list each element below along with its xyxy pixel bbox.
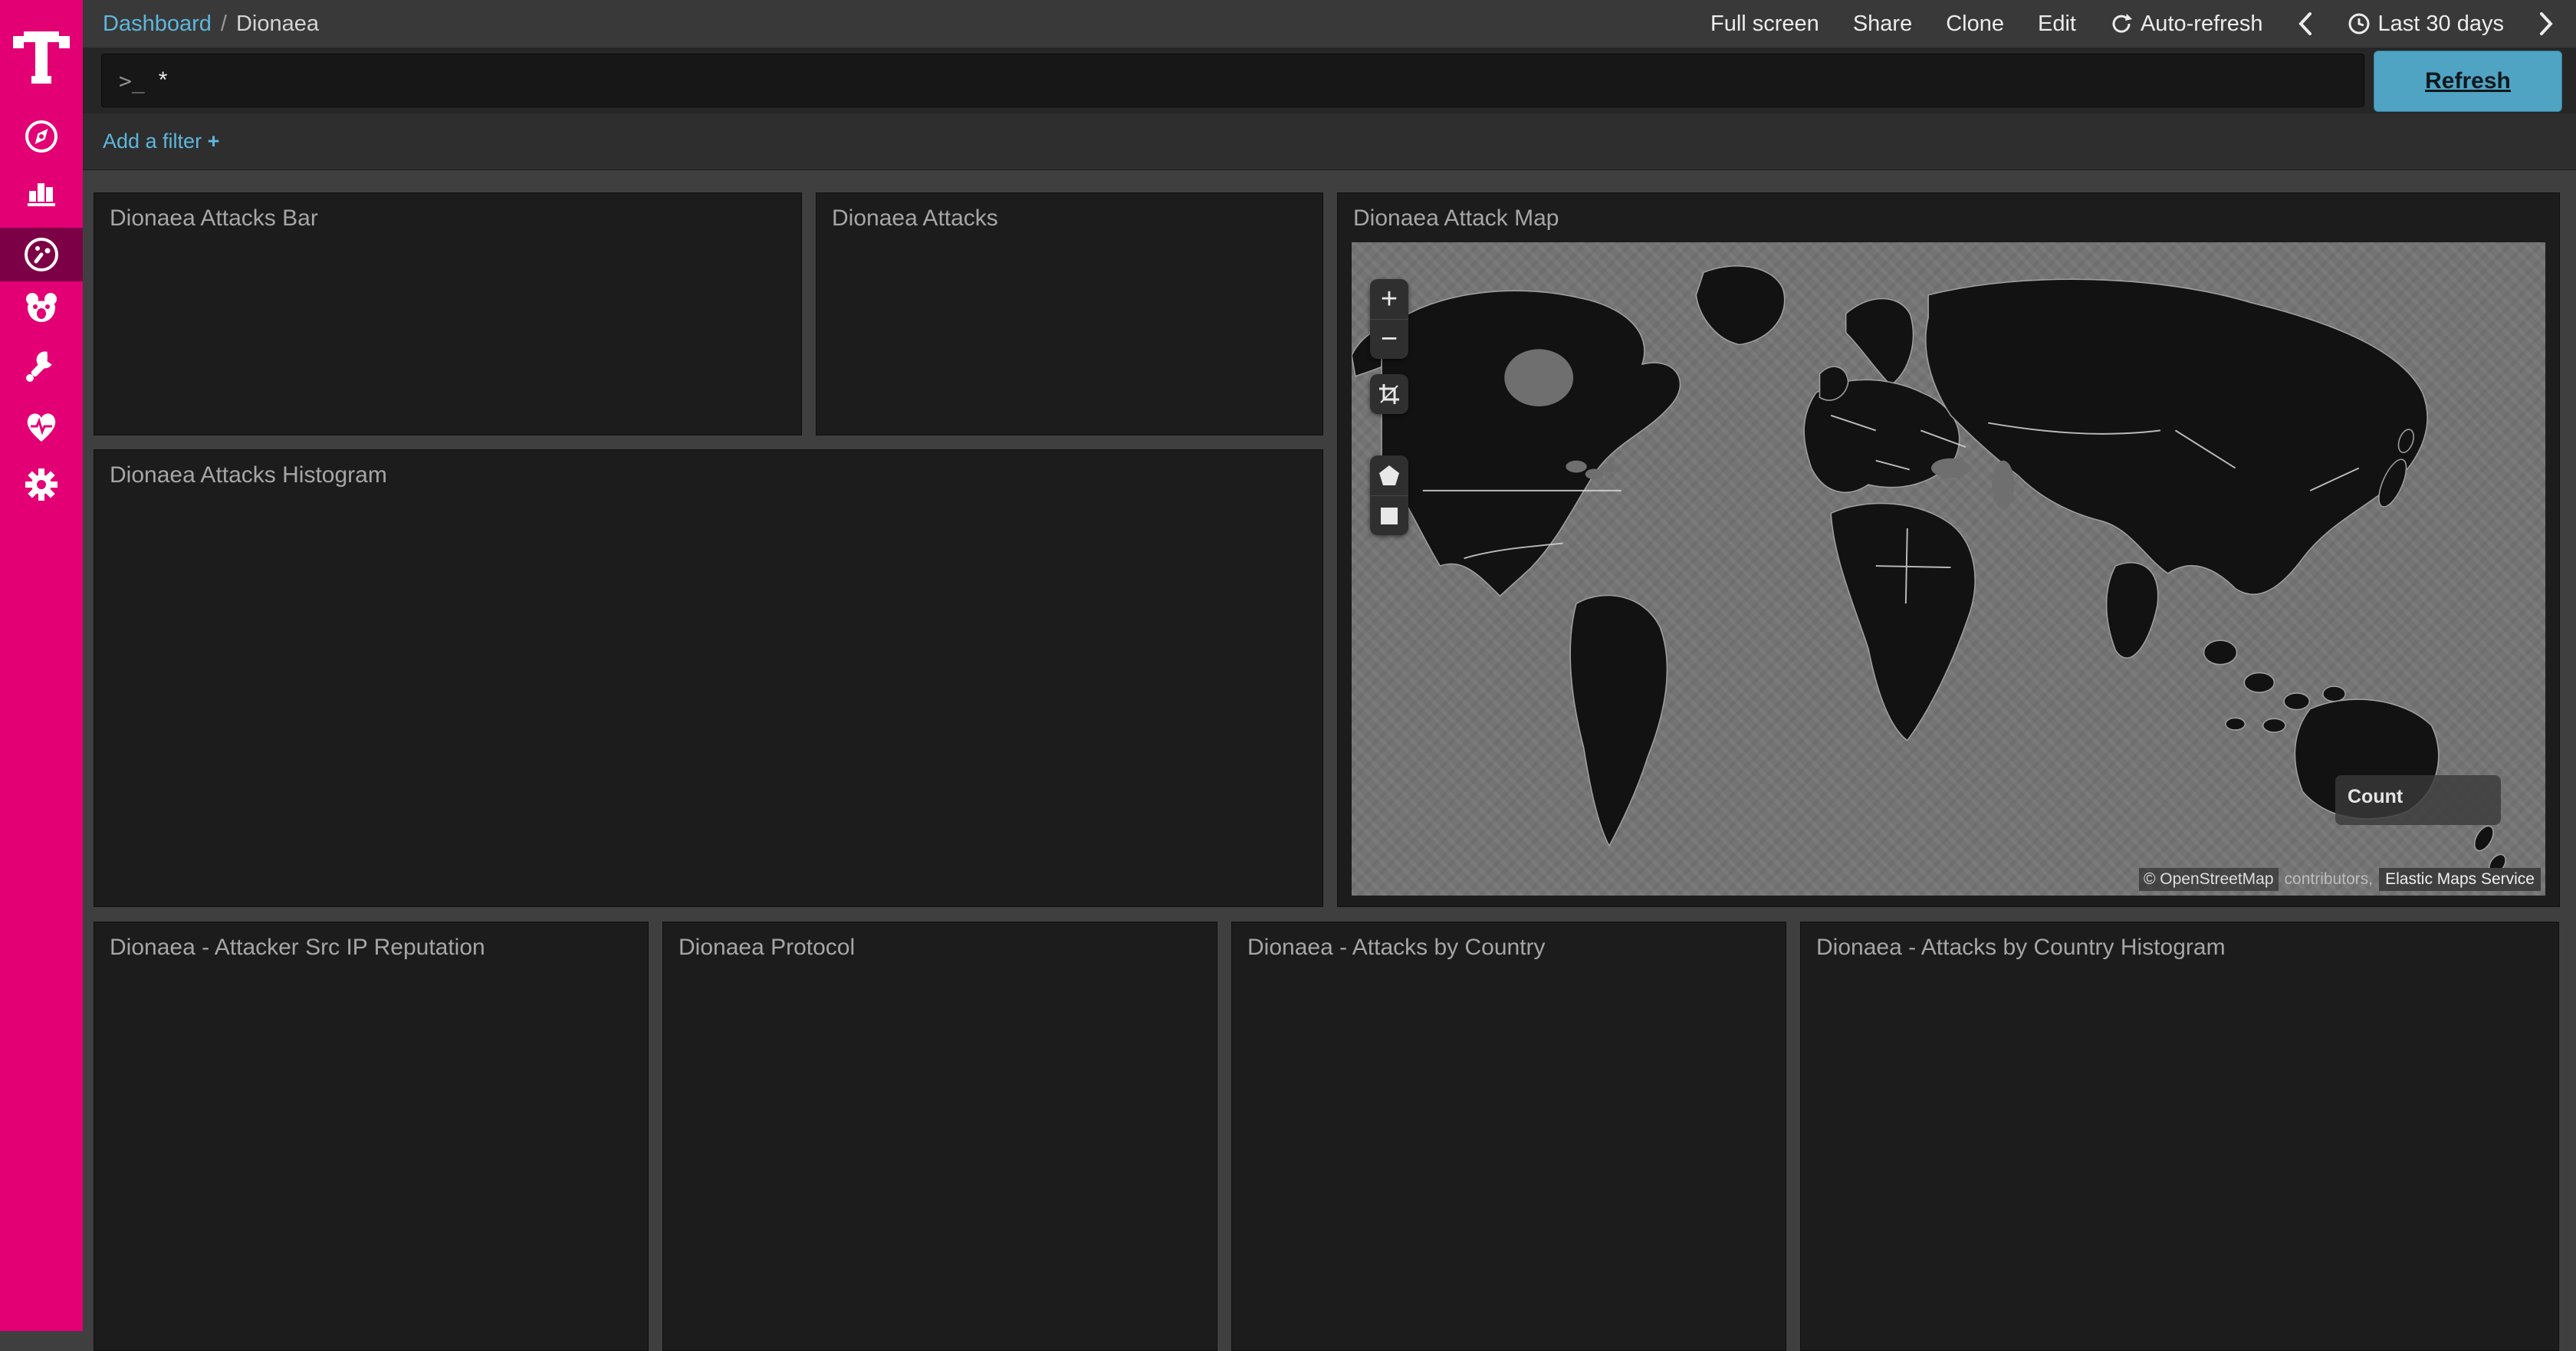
filter-bar: Add a filter +: [83, 113, 2576, 170]
sidebar-item-discover[interactable]: [0, 110, 83, 163]
sidebar-item-visualize[interactable]: [0, 164, 83, 218]
navbar-actions: Full screen Share Clone Edit Auto-refres…: [1710, 12, 2576, 37]
share-button[interactable]: Share: [1853, 12, 1912, 37]
map-attribution: © OpenStreetMap contributors, Elastic Ma…: [2139, 868, 2541, 891]
breadcrumb-separator: /: [212, 12, 236, 36]
panel-title: Dionaea - Attacks by Country: [1247, 935, 1770, 961]
panel-title: Dionaea Attacks: [832, 205, 1307, 232]
rectangle-tool-icon[interactable]: [1370, 495, 1408, 535]
panel-attacks-metric: Dionaea Attacks: [816, 192, 1323, 436]
map-count-legend: Count: [2335, 775, 2501, 825]
refresh-button[interactable]: Refresh: [2374, 51, 2562, 112]
query-input-container[interactable]: >_: [101, 54, 2364, 107]
sidebar-item-monitoring[interactable]: [0, 400, 83, 454]
full-screen-button[interactable]: Full screen: [1710, 12, 1819, 37]
time-back-button[interactable]: [2297, 12, 2314, 36]
breadcrumb: Dashboard/Dionaea: [103, 12, 319, 37]
elastic-maps-attribution[interactable]: Elastic Maps Service: [2379, 868, 2541, 891]
query-prompt-icon: >_: [102, 68, 159, 94]
panel-attacks-histogram: Dionaea Attacks Histogram: [94, 449, 1323, 907]
query-bar: >_ Options: [83, 48, 2576, 113]
panel-title: Dionaea - Attacks by Country Histogram: [1816, 935, 2543, 961]
map-zoom-controls: + −: [1370, 279, 1408, 359]
chevron-right-icon: [2538, 12, 2555, 36]
sidebar: [0, 0, 83, 1331]
count-legend-title: Count: [2348, 786, 2489, 808]
add-filter-button[interactable]: Add a filter +: [103, 130, 219, 153]
breadcrumb-current: Dionaea: [236, 12, 319, 36]
query-input[interactable]: [159, 67, 2075, 94]
auto-refresh-button[interactable]: Auto-refresh: [2110, 12, 2263, 37]
sidebar-item-management[interactable]: [0, 458, 83, 511]
map-draw-controls: [1370, 455, 1408, 535]
top-navbar: Dashboard/Dionaea Full screen Share Clon…: [83, 0, 2576, 48]
crop-icon[interactable]: [1370, 374, 1408, 414]
heartbeat-icon: [22, 408, 61, 446]
zoom-in-button[interactable]: +: [1370, 279, 1408, 319]
panel-attacks-by-country: Dionaea - Attacks by Country: [1231, 922, 1786, 1351]
bar-chart-icon: [23, 173, 60, 209]
panel-country-histogram: Dionaea - Attacks by Country Histogram: [1800, 922, 2559, 1351]
panel-protocol: Dionaea Protocol: [662, 922, 1217, 1351]
sidebar-item-dashboard[interactable]: [0, 228, 83, 281]
wrench-icon: [22, 347, 61, 386]
attribution-text: contributors,: [2285, 870, 2374, 889]
sidebar-item-dev-tools[interactable]: [0, 340, 83, 393]
panel-title: Dionaea Protocol: [678, 935, 1201, 961]
panel-src-ip-reputation: Dionaea - Attacker Src IP Reputation: [94, 922, 649, 1351]
attack-map[interactable]: + − Count © OpenStreetM: [1352, 242, 2545, 896]
telekom-logo[interactable]: [0, 8, 83, 92]
map-crop-control: [1370, 374, 1408, 414]
bear-icon: [22, 290, 61, 328]
clone-button[interactable]: Clone: [1946, 12, 2004, 37]
panel-title: Dionaea Attacks Histogram: [110, 462, 1307, 488]
breadcrumb-dashboard-link[interactable]: Dashboard: [103, 12, 212, 36]
time-range-button[interactable]: Last 30 days: [2348, 12, 2504, 37]
panel-title: Dionaea Attack Map: [1353, 205, 2544, 232]
panel-attack-map: Dionaea Attack Map: [1337, 192, 2560, 907]
sidebar-item-apm[interactable]: [0, 282, 83, 336]
chevron-left-icon: [2297, 12, 2314, 36]
zoom-out-button[interactable]: −: [1370, 319, 1408, 359]
edit-button[interactable]: Edit: [2038, 12, 2076, 37]
osm-attribution[interactable]: © OpenStreetMap: [2139, 868, 2279, 891]
panel-title: Dionaea Attacks Bar: [110, 205, 786, 232]
time-forward-button[interactable]: [2538, 12, 2555, 36]
gauge-icon: [22, 235, 61, 274]
plus-icon: +: [208, 130, 220, 153]
gear-icon: [22, 465, 61, 504]
clock-icon: [2348, 12, 2371, 35]
panel-title: Dionaea - Attacker Src IP Reputation: [110, 935, 632, 961]
panel-attacks-bar: Dionaea Attacks Bar: [94, 192, 802, 436]
refresh-icon: [2110, 12, 2133, 35]
compass-icon: [23, 118, 60, 155]
polygon-tool-icon[interactable]: [1370, 455, 1408, 495]
